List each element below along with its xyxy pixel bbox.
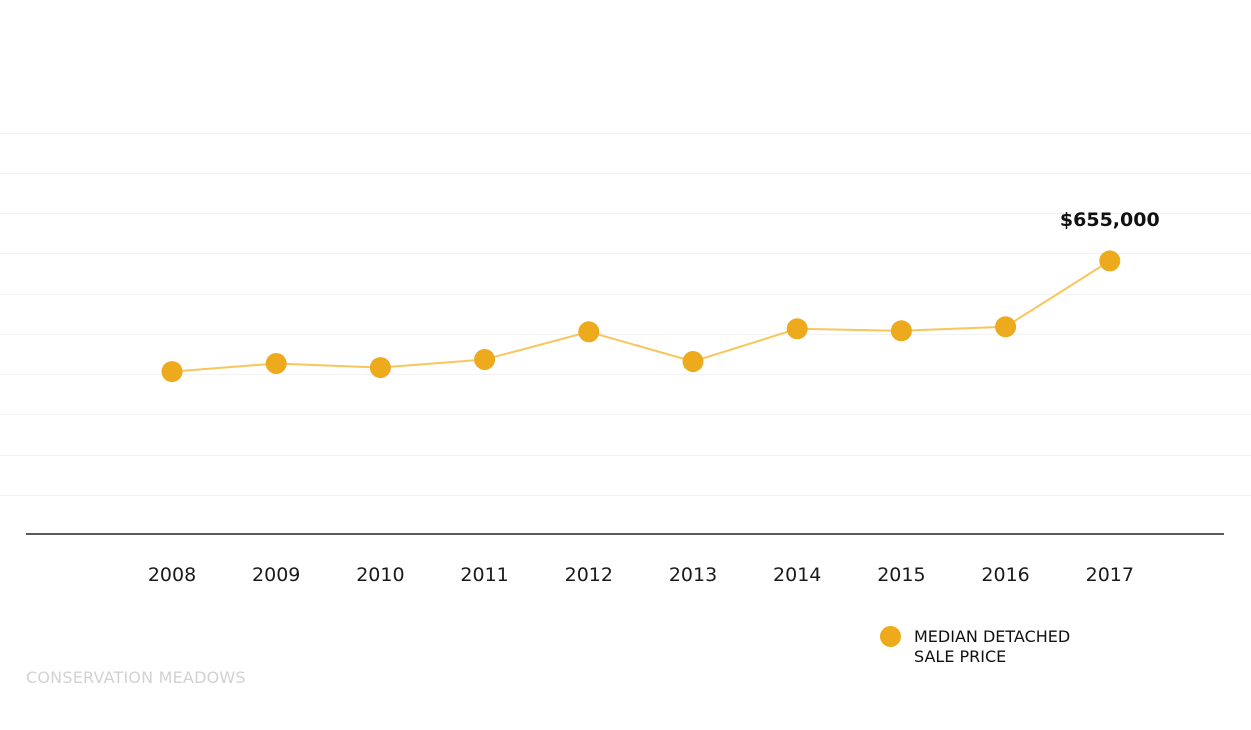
data-point: [786, 318, 808, 340]
x-tick-label: 2008: [148, 564, 196, 586]
legend-marker-icon: [880, 626, 901, 647]
x-axis-tick-labels: 2008 2009 2010 2011 2012 2013 2014 2015 2016 2017: [148, 564, 1134, 586]
gridlines: [0, 133, 1251, 496]
series-line-median-detached-sale-price: [171, 260, 1111, 373]
data-point: [682, 351, 704, 372]
x-tick-label: 2012: [565, 564, 613, 586]
x-tick-label: 2017: [1086, 564, 1134, 586]
legend: MEDIAN DETACHED SALE PRICE: [880, 626, 1104, 667]
data-point: [161, 361, 183, 383]
data-labels: $655,000: [1060, 209, 1160, 231]
x-tick-label: 2011: [460, 564, 508, 586]
x-tick-label: 2009: [252, 564, 300, 586]
x-tick-label: 2016: [981, 564, 1029, 586]
series-points: [161, 250, 1121, 383]
data-label: $655,000: [1060, 209, 1160, 231]
data-point: [1099, 250, 1121, 272]
legend-label-line-1: MEDIAN DETACHED: [914, 627, 1071, 646]
legend-label-line-2: SALE PRICE: [914, 647, 1007, 666]
data-point: [890, 320, 912, 342]
x-tick-label: 2015: [877, 564, 925, 586]
watermark-text: CONSERVATION MEADOWS: [26, 668, 246, 687]
x-tick-label: 2010: [356, 564, 404, 586]
x-tick-label: 2013: [669, 564, 717, 586]
data-point: [369, 357, 391, 379]
x-tick-label: 2014: [773, 564, 821, 586]
data-point: [474, 349, 496, 370]
data-point: [995, 316, 1017, 338]
data-point: [265, 353, 287, 374]
legend-label: MEDIAN DETACHED SALE PRICE: [914, 626, 1104, 667]
data-point: [578, 321, 600, 343]
